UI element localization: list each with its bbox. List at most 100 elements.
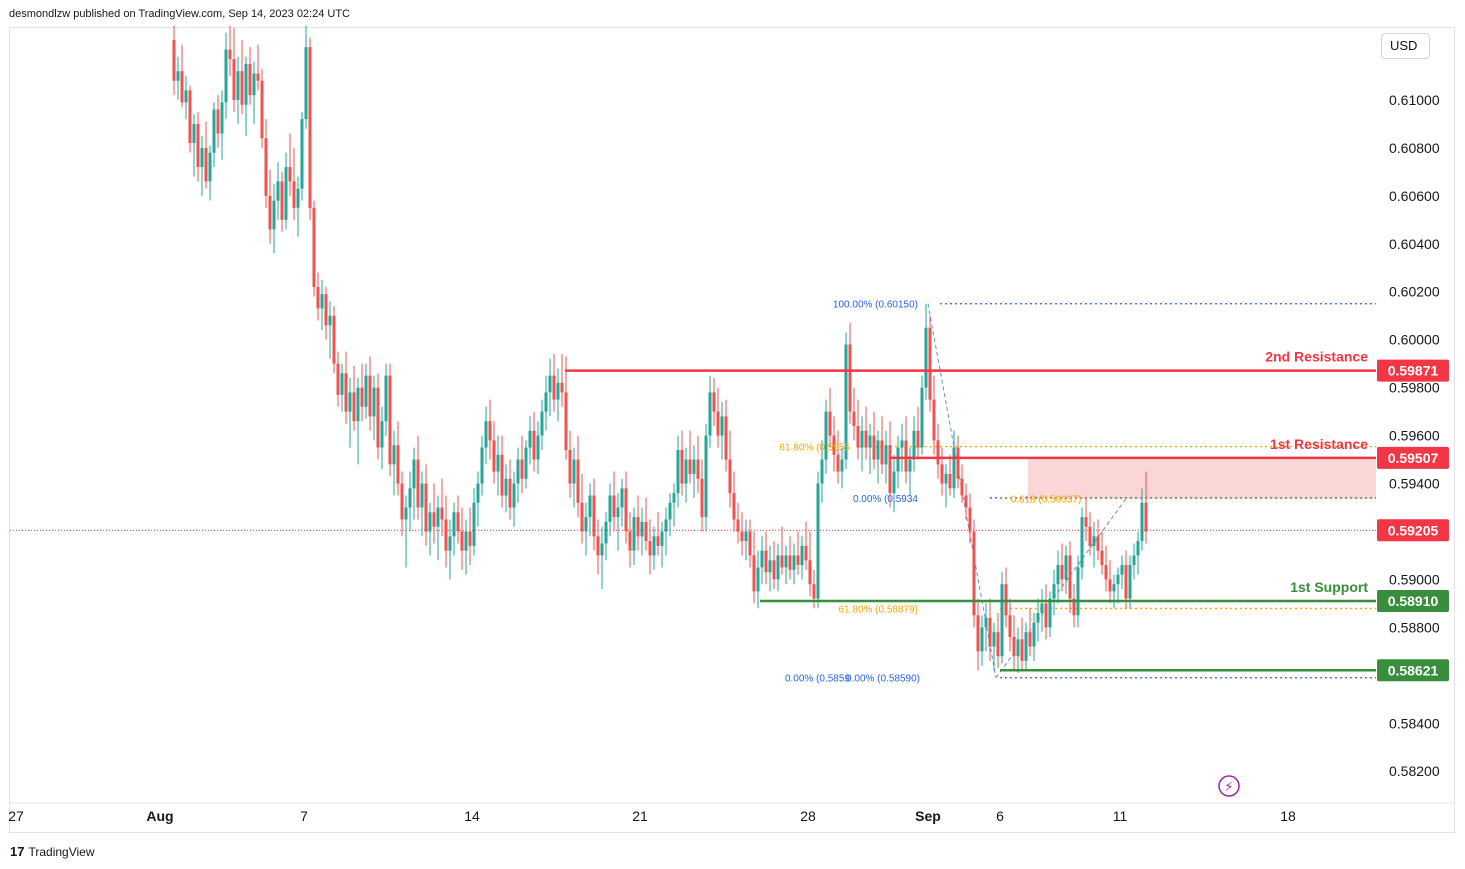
fib-label-5: 0.00% (0.5859 [785,674,850,685]
candle-body-170 [852,411,856,426]
candle-body-131 [696,459,700,479]
candle-body-205 [992,632,996,647]
y-tick-label-3: 0.60400 [1389,236,1440,252]
candle-body-65 [432,512,436,527]
candle-body-222 [1060,565,1064,580]
candle-body-73 [464,531,468,551]
candle-body-241 [1136,541,1140,556]
x-tick-label-3: 14 [464,808,480,824]
candle-body-115 [632,517,636,551]
fib-label-6: 0.00% (0.58590) [846,674,920,685]
candle-body-237 [1120,565,1124,575]
candle-body-37 [320,294,324,309]
candle-body-127 [680,449,684,484]
candle-body-200 [972,531,976,616]
fib-label-2: 0.618 (0.59337) [1011,495,1082,506]
candle-body-59 [408,488,412,508]
current-price-label: 0.59205 [1388,522,1439,538]
event-lightning-glyph: ⚡ [1224,780,1233,795]
candle-body-116 [636,517,640,537]
event-lightning-icon [1218,775,1240,797]
tradingview-brand-text: TradingView [28,845,95,859]
candle-body-192 [940,464,944,484]
candle-body-83 [504,478,508,496]
candle-body-10 [212,109,216,153]
candle-body-230 [1092,536,1096,546]
fib-label-1: 0.00% (0.5934 [853,494,918,505]
candle-body-194 [948,473,952,489]
candle-body-172 [860,430,864,448]
candle-body-243 [1144,502,1148,532]
fib-label-0: 100.00% (0.60150) [833,300,918,311]
candle-body-173 [864,430,868,448]
x-tick-label-1: Aug [146,808,173,824]
candle-body-106 [596,536,600,556]
candle-body-121 [656,536,660,546]
candle-body-214 [1028,632,1032,647]
candle-body-74 [468,531,472,546]
candle-body-146 [756,567,760,592]
candle-body-82 [500,454,504,496]
candle-body-191 [936,440,940,465]
candle-body-43 [344,373,348,412]
candle-body-68 [444,519,448,551]
y-tick-label-11: 0.58400 [1389,715,1440,731]
level-price-tag-3 [1377,659,1449,682]
level-price-label-0: 0.59871 [1388,363,1439,379]
candle-body-70 [452,512,456,537]
candle-body-90 [532,430,536,460]
currency-selector[interactable]: USD [1381,33,1430,59]
candle-body-156 [796,555,800,566]
candle-body-217 [1040,603,1044,613]
candle-body-188 [924,327,928,388]
fib-label-3: 61.80% (0.5955 [779,443,850,454]
candle-body-151 [776,555,780,580]
candle-body-226 [1076,567,1080,616]
candle-body-94 [548,375,552,393]
candle-body-223 [1064,555,1068,580]
candle-body-216 [1036,612,1040,623]
candle-body-91 [536,435,540,460]
candle-body-233 [1104,565,1108,580]
tradingview-logo[interactable]: 17 TradingView [10,844,95,859]
candle-body-21 [256,73,260,81]
y-tick-label-2: 0.60600 [1389,188,1440,204]
x-tick-label-4: 21 [632,808,648,824]
candle-body-124 [668,502,672,520]
candle-body-111 [616,507,620,518]
candle-body-93 [544,392,548,412]
candle-body-1 [176,71,180,81]
y-tick-label-8: 0.59400 [1389,476,1440,492]
candle-body-206 [996,632,1000,657]
candle-body-39 [328,315,332,326]
candle-body-212 [1020,639,1024,661]
candle-body-149 [768,560,772,573]
candle-body-72 [460,531,464,551]
candle-body-48 [364,375,368,407]
y-tick-label-9: 0.59000 [1389,571,1440,587]
candle-body-195 [952,447,956,489]
candle-body-67 [440,507,444,520]
x-tick-label-0: 27 [8,808,24,824]
candle-body-136 [716,411,720,436]
y-tick-label-0: 0.61000 [1389,92,1440,108]
candle-body-135 [712,392,716,412]
candle-body-66 [436,507,440,527]
candle-body-187 [920,387,924,448]
y-tick-label-6: 0.59800 [1389,380,1440,396]
candle-body-145 [752,555,756,592]
candle-body-80 [492,440,496,472]
candle-body-197 [960,478,964,496]
candle-body-29 [288,167,292,182]
candle-body-102 [580,502,584,532]
candle-body-79 [488,421,492,441]
candle-body-139 [728,459,732,494]
candle-body-33 [304,47,308,120]
x-tick-label-8: 11 [1113,808,1128,824]
candle-body-99 [568,449,572,484]
candle-body-210 [1012,636,1016,657]
candle-body-236 [1116,574,1120,585]
x-tick-label-9: 18 [1280,808,1296,824]
candle-body-78 [484,421,488,448]
